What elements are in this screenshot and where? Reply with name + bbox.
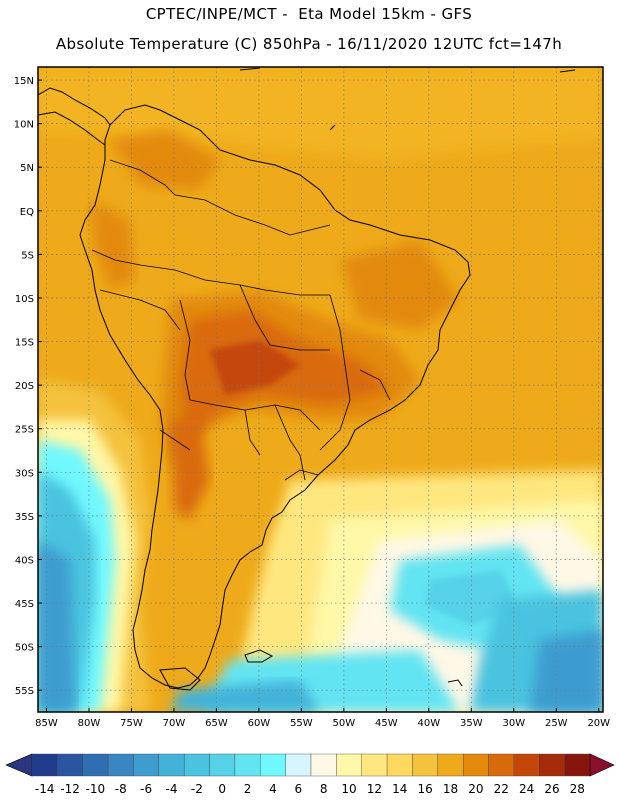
map-title-line-2: Absolute Temperature (C) 850hPa - 16/11/… bbox=[55, 35, 563, 53]
colorbar-swatch bbox=[336, 753, 362, 777]
lon-tick-label: 35W bbox=[460, 718, 483, 729]
lat-tick-label: 15S bbox=[15, 338, 34, 349]
colorbar-label: 8 bbox=[320, 782, 328, 796]
lat-tick-label: 50S bbox=[15, 643, 34, 654]
colorbar-label: 2 bbox=[244, 782, 252, 796]
lat-tick-label: 10S bbox=[15, 294, 34, 305]
lon-tick-label: 70W bbox=[163, 718, 186, 729]
colorbar-label: 6 bbox=[294, 782, 302, 796]
colorbar-swatch bbox=[386, 753, 413, 777]
lon-tick-label: 30W bbox=[502, 718, 525, 729]
colorbar-swatch bbox=[412, 753, 439, 777]
longitude-axis: 85W 80W 75W 70W 65W 60W 55W 50W 45W 40W 35W 30W 25W 2… bbox=[35, 708, 610, 729]
colorbar-swatch bbox=[437, 753, 464, 777]
latitude-axis: 15N 10N 5N EQ 5S 10S 15S 20S 25S 30S 35S 40S 45S 50S 5… bbox=[14, 76, 42, 697]
colorbar-label: -14 bbox=[35, 782, 55, 796]
colorbar-label: -4 bbox=[166, 782, 178, 796]
falklands bbox=[244, 649, 274, 663]
colorbar-swatch bbox=[462, 753, 489, 777]
temperature-field bbox=[38, 67, 603, 712]
central-america-coastline-south bbox=[38, 111, 106, 146]
colorbar-swatch bbox=[31, 753, 58, 777]
lon-tick-label: 60W bbox=[248, 718, 271, 729]
lon-tick-label: 20W bbox=[587, 718, 610, 729]
lat-tick-label: 25S bbox=[15, 425, 34, 436]
lon-tick-label: 25W bbox=[545, 718, 568, 729]
colorbar-swatch bbox=[133, 753, 160, 777]
lat-tick-label: EQ bbox=[20, 207, 34, 218]
colorbar-swatch bbox=[158, 753, 185, 777]
colorbar-label: 16 bbox=[417, 782, 432, 796]
colorbar-label: -6 bbox=[140, 782, 152, 796]
colorbar-label: 0 bbox=[218, 782, 226, 796]
colorbar-label: 28 bbox=[570, 782, 585, 796]
lat-tick-label: 5S bbox=[21, 250, 34, 261]
lon-tick-label: 45W bbox=[375, 718, 398, 729]
country-borders bbox=[91, 159, 391, 481]
colorbar-swatch bbox=[260, 753, 286, 777]
colorbar-swatch bbox=[183, 753, 210, 777]
colorbar-swatch bbox=[57, 753, 83, 777]
colorbar-label: -10 bbox=[86, 782, 106, 796]
colorbar-swatch bbox=[488, 753, 515, 777]
lon-tick-label: 80W bbox=[78, 718, 101, 729]
colorbar-over-arrow bbox=[589, 753, 615, 777]
colorbar-label: 20 bbox=[468, 782, 483, 796]
central-america-coastline bbox=[38, 87, 111, 126]
lat-tick-label: 45S bbox=[15, 599, 34, 610]
colorbar-swatch bbox=[539, 753, 565, 777]
lon-tick-label: 55W bbox=[290, 718, 313, 729]
lat-tick-label: 35S bbox=[15, 512, 34, 523]
lon-tick-label: 75W bbox=[120, 718, 143, 729]
colorbar-swatch bbox=[310, 753, 337, 777]
south-georgia bbox=[447, 679, 463, 687]
colorbar-label: -12 bbox=[60, 782, 80, 796]
colorbar-under-arrow bbox=[5, 753, 33, 777]
colorbar-label: 14 bbox=[392, 782, 407, 796]
colorbar-swatch bbox=[234, 753, 261, 777]
lat-tick-label: 10N bbox=[14, 120, 34, 131]
colorbar-swatch bbox=[107, 753, 134, 777]
coastlines bbox=[38, 67, 576, 691]
lat-tick-label: 40S bbox=[15, 555, 34, 566]
colorbar-label: 24 bbox=[519, 782, 534, 796]
lat-tick-label: 5N bbox=[20, 163, 34, 174]
colorbar-swatch bbox=[564, 753, 591, 777]
lon-tick-label: 50W bbox=[333, 718, 356, 729]
colorbar-label: 10 bbox=[341, 782, 356, 796]
colorbar-swatch bbox=[513, 753, 540, 777]
lon-tick-label: 65W bbox=[205, 718, 228, 729]
lat-tick-label: 55S bbox=[15, 686, 34, 697]
colorbar-label: 12 bbox=[367, 782, 382, 796]
colorbar-label: 4 bbox=[269, 782, 277, 796]
colorbar-swatch bbox=[361, 753, 388, 777]
lat-tick-label: 30S bbox=[15, 468, 34, 479]
lon-tick-label: 40W bbox=[418, 718, 441, 729]
colorbar-label: 18 bbox=[443, 782, 458, 796]
lat-tick-label: 20S bbox=[15, 381, 34, 392]
colorbar-swatch bbox=[82, 753, 109, 777]
map-frame bbox=[37, 66, 604, 713]
map-title-line-1: CPTEC/INPE/MCT - Eta Model 15km - GFS bbox=[145, 5, 473, 23]
colorbar-label: 22 bbox=[494, 782, 509, 796]
colorbar-label: 26 bbox=[544, 782, 559, 796]
lat-tick-label: 15N bbox=[14, 76, 34, 87]
colorbar-swatch bbox=[209, 753, 236, 777]
south-america-coastline bbox=[79, 104, 471, 689]
lon-tick-label: 85W bbox=[35, 718, 58, 729]
colorbar-label: -8 bbox=[115, 782, 127, 796]
colorbar-label: -2 bbox=[191, 782, 203, 796]
tierra-del-fuego bbox=[159, 667, 201, 691]
colorbar-swatch bbox=[285, 753, 312, 777]
caribbean-islands bbox=[239, 67, 576, 131]
colorbar: -14 -12 -10 -8 -6 -4 -2 0 2 4 6 8 10 12 14 16 18 20 22 24 26… bbox=[5, 753, 615, 796]
